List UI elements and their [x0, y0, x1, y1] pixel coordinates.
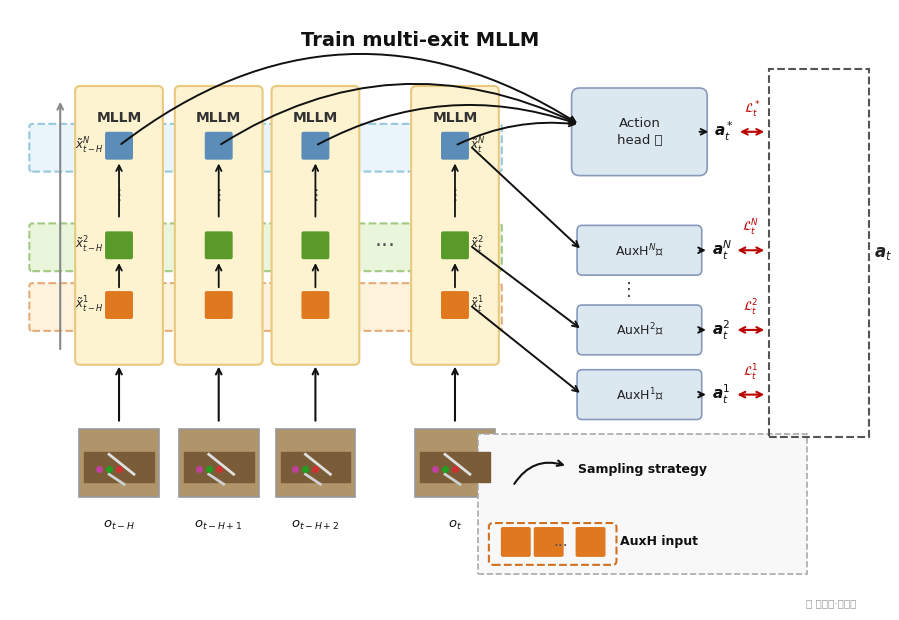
FancyBboxPatch shape — [205, 231, 233, 259]
Text: $\boldsymbol{a}_t$: $\boldsymbol{a}_t$ — [874, 244, 892, 262]
Text: Sampling strategy: Sampling strategy — [577, 463, 707, 476]
Text: $o_t$: $o_t$ — [448, 519, 462, 532]
Text: AuxH input: AuxH input — [620, 536, 699, 549]
Text: ⋮: ⋮ — [211, 188, 227, 203]
FancyBboxPatch shape — [534, 527, 564, 557]
Text: ⋮: ⋮ — [448, 188, 463, 203]
Text: $\mathcal{L}_t^N$: $\mathcal{L}_t^N$ — [743, 218, 760, 238]
FancyBboxPatch shape — [30, 124, 502, 172]
FancyBboxPatch shape — [105, 132, 133, 160]
Text: $o_{t-H+2}$: $o_{t-H+2}$ — [291, 519, 340, 532]
FancyBboxPatch shape — [301, 291, 329, 319]
Text: ⋮: ⋮ — [307, 188, 323, 203]
Text: $\tilde{x}_{t-H}^{2}$: $\tilde{x}_{t-H}^{2}$ — [76, 235, 104, 255]
FancyArrowPatch shape — [458, 121, 574, 144]
Text: Action
head 🔥: Action head 🔥 — [617, 117, 663, 147]
FancyBboxPatch shape — [441, 291, 469, 319]
Text: $\boldsymbol{a}_t^2$: $\boldsymbol{a}_t^2$ — [712, 318, 730, 342]
FancyBboxPatch shape — [572, 88, 708, 175]
FancyBboxPatch shape — [79, 430, 159, 497]
FancyBboxPatch shape — [30, 223, 502, 271]
Text: 🔵 公众号·量子位: 🔵 公众号·量子位 — [806, 599, 857, 609]
FancyBboxPatch shape — [478, 435, 807, 574]
FancyBboxPatch shape — [105, 231, 133, 259]
Text: MLLM: MLLM — [432, 111, 477, 125]
FancyBboxPatch shape — [271, 86, 360, 365]
Text: MLLM: MLLM — [293, 111, 338, 125]
FancyBboxPatch shape — [205, 132, 233, 160]
Text: $\mathcal{L}_t^1$: $\mathcal{L}_t^1$ — [743, 363, 759, 383]
Text: AuxH$^2$🔥: AuxH$^2$🔥 — [616, 321, 663, 339]
FancyBboxPatch shape — [105, 291, 133, 319]
FancyBboxPatch shape — [30, 283, 502, 331]
Text: $\tilde{x}_{t}^{N}$: $\tilde{x}_{t}^{N}$ — [470, 136, 485, 156]
Text: Train multi-exit MLLM: Train multi-exit MLLM — [301, 31, 539, 50]
Text: $\tilde{x}_{t}^{2}$: $\tilde{x}_{t}^{2}$ — [470, 235, 484, 255]
Text: $o_{t-H+1}$: $o_{t-H+1}$ — [194, 519, 243, 532]
Text: $\tilde{x}_{t}^{1}$: $\tilde{x}_{t}^{1}$ — [470, 295, 484, 315]
Text: $\tilde{x}_{t-H}^{1}$: $\tilde{x}_{t-H}^{1}$ — [76, 295, 104, 315]
FancyBboxPatch shape — [174, 86, 263, 365]
FancyArrowPatch shape — [514, 461, 563, 484]
Text: $\tilde{x}_{t-H}^{N}$: $\tilde{x}_{t-H}^{N}$ — [76, 136, 104, 156]
FancyBboxPatch shape — [301, 231, 329, 259]
Text: $\boldsymbol{a}_t^*$: $\boldsymbol{a}_t^*$ — [714, 120, 734, 143]
FancyBboxPatch shape — [411, 86, 499, 365]
Text: AuxH$^N$🔥: AuxH$^N$🔥 — [615, 242, 663, 259]
Text: ...: ... — [554, 534, 568, 549]
FancyBboxPatch shape — [577, 305, 702, 355]
Text: MLLM: MLLM — [196, 111, 241, 125]
FancyArrowPatch shape — [121, 54, 575, 144]
FancyBboxPatch shape — [577, 226, 702, 275]
Text: $o_{t-H}$: $o_{t-H}$ — [103, 519, 135, 532]
FancyBboxPatch shape — [501, 527, 530, 557]
Text: ⋮: ⋮ — [111, 188, 127, 203]
FancyBboxPatch shape — [179, 430, 259, 497]
FancyBboxPatch shape — [577, 370, 702, 420]
Text: $\mathcal{L}_t^*$: $\mathcal{L}_t^*$ — [743, 100, 761, 120]
FancyBboxPatch shape — [301, 132, 329, 160]
Text: $\mathcal{L}_t^2$: $\mathcal{L}_t^2$ — [743, 298, 759, 318]
Text: ⋮: ⋮ — [620, 281, 638, 299]
FancyArrowPatch shape — [221, 84, 575, 144]
Text: ...: ... — [375, 230, 396, 250]
FancyBboxPatch shape — [441, 132, 469, 160]
Text: AuxH$^1$🔥: AuxH$^1$🔥 — [616, 386, 663, 403]
FancyBboxPatch shape — [441, 231, 469, 259]
FancyBboxPatch shape — [205, 291, 233, 319]
Text: $\boldsymbol{a}_t^1$: $\boldsymbol{a}_t^1$ — [712, 383, 730, 406]
FancyBboxPatch shape — [76, 86, 163, 365]
FancyBboxPatch shape — [275, 430, 355, 497]
FancyArrowPatch shape — [318, 105, 575, 144]
Text: $\boldsymbol{a}_t^N$: $\boldsymbol{a}_t^N$ — [712, 239, 732, 262]
FancyBboxPatch shape — [575, 527, 606, 557]
Text: MLLM: MLLM — [96, 111, 142, 125]
FancyBboxPatch shape — [415, 430, 494, 497]
